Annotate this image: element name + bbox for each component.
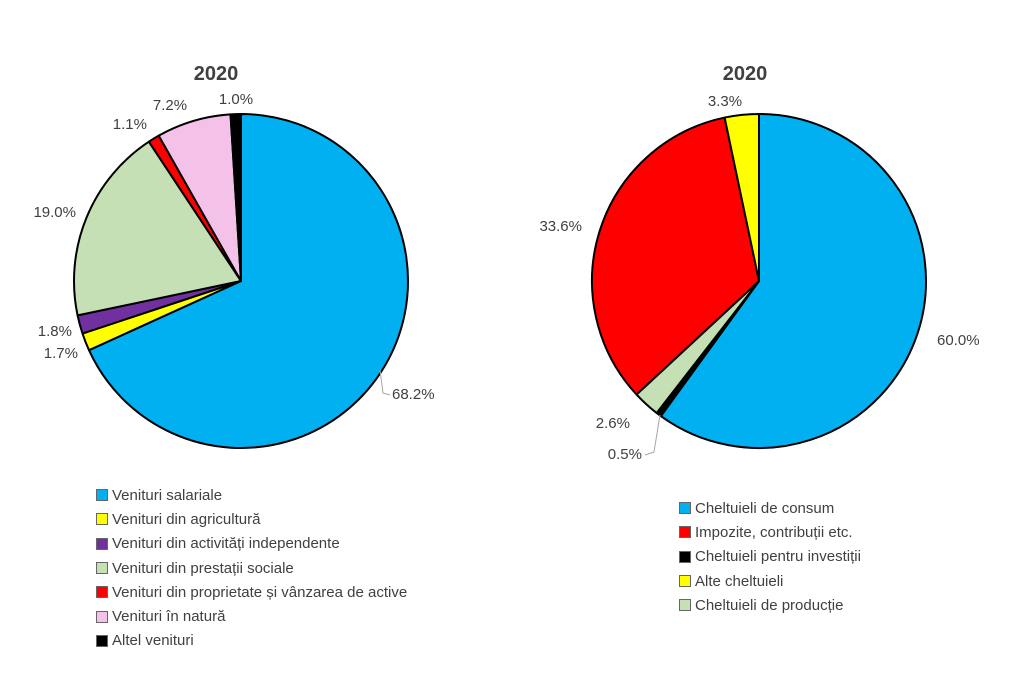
- data-label-income-venituri-din-activitati-independente: 1.8%: [38, 323, 72, 340]
- legend-item-income-venituri-in-natura: Venituri în natură: [96, 604, 407, 628]
- pie-slice-income-venituri-salariale: [88, 113, 409, 449]
- expenses-legend: Cheltuieli de consum Impozite, contribuți…: [679, 496, 861, 617]
- legend-swatch: [96, 610, 108, 623]
- legend-item-income-venituri-salariale: Venituri salariale: [96, 483, 407, 507]
- legend-label: Cheltuieli de producție: [695, 596, 844, 614]
- pie-slice-expenses-impozite-contributii-etc: [591, 116, 760, 396]
- legend-item-expenses-impozite-contributii-etc: Impozite, contribuții etc.: [679, 520, 861, 544]
- legend-label: Alte cheltuieli: [695, 572, 784, 590]
- chart-title-expenses: 2020: [723, 63, 768, 85]
- data-label-expenses-cheltuieli-de-productie: 2.6%: [596, 415, 630, 432]
- legend-label: Venituri în natură: [112, 608, 226, 626]
- data-label-income-venituri-din-proprietate-si-vanzarea-de-active: 1.1%: [113, 116, 147, 133]
- expenses-pie: 60.0% 0.5% 2.6% 33.6% 3.3%: [539, 93, 979, 463]
- legend-item-expenses-alte-cheltuieli: Alte cheltuieli: [679, 569, 861, 593]
- leader-line-income-venituri-salariale: [379, 369, 391, 396]
- income-legend: Venituri salariale Venituri din agricultu…: [96, 483, 407, 653]
- data-label-income-altel-venituri: 1.0%: [219, 91, 253, 108]
- legend-item-expenses-cheltuieli-de-consum: Cheltuieli de consum: [679, 496, 861, 520]
- legend-label: Cheltuieli pentru investiții: [695, 548, 861, 566]
- legend-swatch: [96, 634, 108, 647]
- legend-label: Venituri din proprietate și vânzarea de …: [112, 583, 408, 601]
- pie-slice-expenses-alte-cheltuieli: [723, 113, 760, 282]
- legend-swatch: [679, 502, 691, 515]
- legend-item-income-venituri-din-proprietate-si-vanzarea-de-active: Venituri din proprietate și vânzarea de …: [96, 580, 407, 604]
- data-label-expenses-alte-cheltuieli: 3.3%: [708, 93, 742, 110]
- data-label-expenses-impozite-contributii-etc: 33.6%: [539, 218, 582, 235]
- legend-label: Impozite, contribuții etc.: [695, 523, 853, 541]
- pie-slice-income-venituri-din-prestatii-sociale: [73, 140, 242, 317]
- legend-item-income-venituri-din-agricultura: Venituri din agricultură: [96, 507, 407, 531]
- data-label-income-venituri-din-prestatii-sociale: 19.0%: [33, 204, 76, 221]
- legend-label: Venituri salariale: [112, 486, 223, 504]
- legend-swatch: [96, 562, 108, 575]
- data-label-expenses-cheltuieli-pentru-investitii: 0.5%: [608, 446, 642, 463]
- chart-title-income: 2020: [194, 63, 239, 85]
- legend-label: Cheltuieli de consum: [695, 499, 835, 517]
- legend-label: Venituri din prestații sociale: [112, 559, 294, 577]
- legend-swatch: [679, 526, 691, 539]
- income-pie: 68.2% 1.7% 1.8% 19.0% 1.1% 7.2% 1.0%: [33, 91, 435, 449]
- pie-slice-income-altel-venituri: [229, 113, 242, 282]
- legend-swatch: [679, 550, 691, 563]
- data-label-income-venituri-salariale: 68.2%: [392, 386, 435, 403]
- data-label-income-venituri-din-agricultura: 1.7%: [44, 345, 78, 362]
- legend-swatch: [96, 489, 108, 502]
- legend-swatch: [679, 575, 691, 588]
- legend-swatch: [96, 537, 108, 550]
- legend-label: Venituri din activități independente: [112, 535, 340, 553]
- legend-item-income-altel-venituri: Altel venituri: [96, 629, 407, 653]
- legend-item-income-venituri-din-prestatii-sociale: Venituri din prestații sociale: [96, 556, 407, 580]
- pie-slice-expenses-cheltuieli-de-consum: [659, 113, 927, 449]
- legend-swatch: [96, 513, 108, 526]
- legend-swatch: [96, 586, 108, 599]
- legend-label: Altel venituri: [112, 632, 194, 650]
- legend-swatch: [679, 599, 691, 612]
- legend-label: Venituri din agricultură: [112, 510, 261, 528]
- data-label-income-venituri-in-natura: 7.2%: [153, 97, 187, 114]
- data-label-expenses-cheltuieli-de-consum: 60.0%: [937, 332, 980, 349]
- legend-item-expenses-cheltuieli-pentru-investitii: Cheltuieli pentru investiții: [679, 545, 861, 569]
- legend-item-expenses-cheltuieli-de-productie: Cheltuieli de producție: [679, 593, 861, 617]
- legend-item-income-venituri-din-activitati-independente: Venituri din activități independente: [96, 532, 407, 556]
- leader-line-expenses-cheltuieli-pentru-investitii: [644, 414, 661, 456]
